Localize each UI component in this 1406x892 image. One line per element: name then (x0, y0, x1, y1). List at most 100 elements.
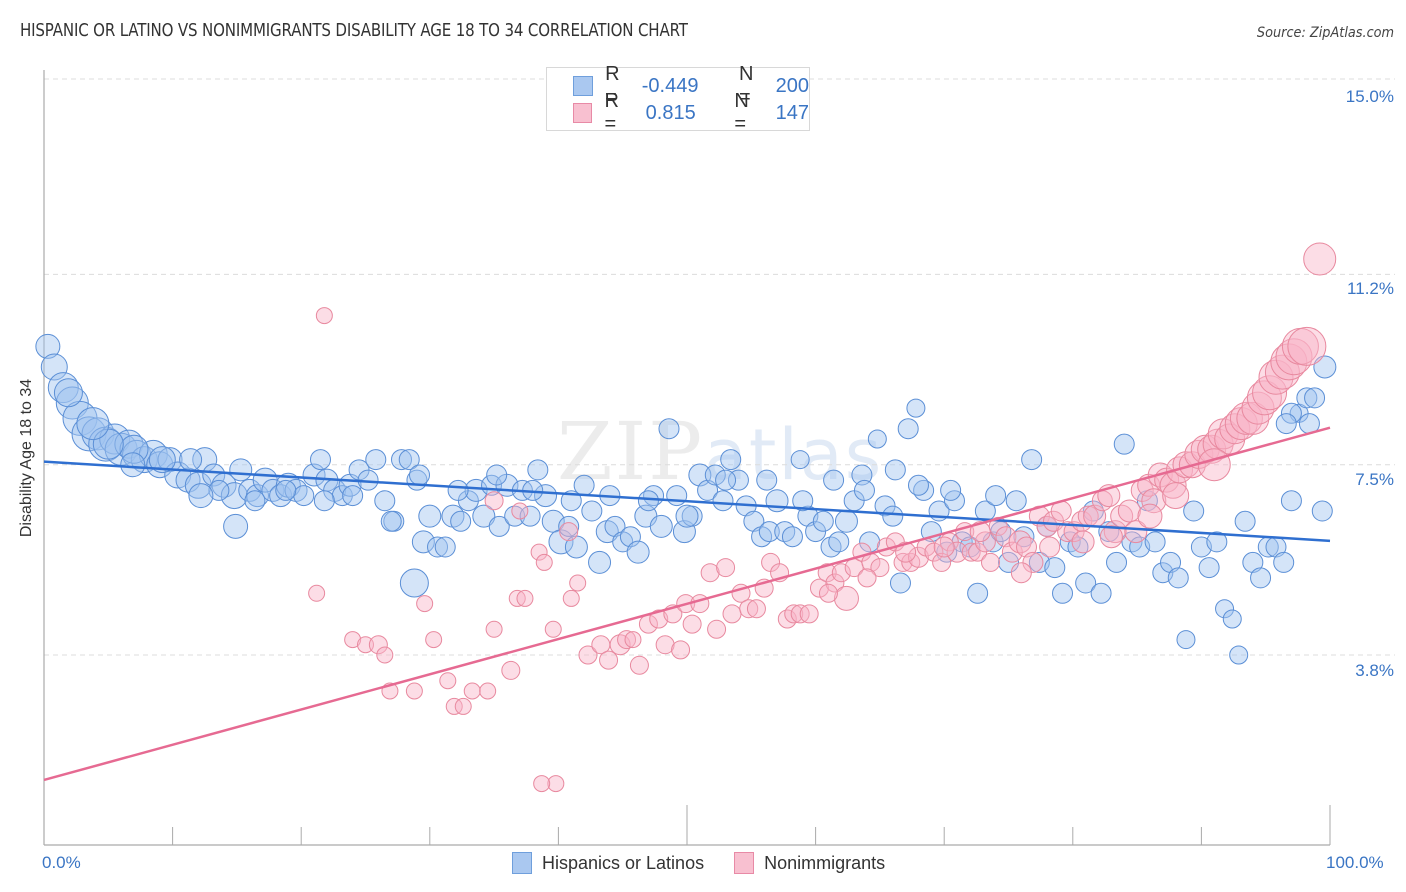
legend-swatch-pink (573, 103, 593, 123)
nonimmigrants-point (895, 541, 917, 563)
legend-label-hispanics[interactable]: Hispanics or Latinos (542, 852, 705, 873)
hispanics-point (581, 500, 603, 522)
legend-row-nonimmigrants: R = 0.815 N = 147 (573, 90, 809, 135)
hispanics-point (380, 510, 402, 532)
hispanics-point (504, 505, 526, 527)
nonimmigrants-point (825, 573, 845, 593)
hispanics-point (558, 515, 580, 537)
hispanics-point (1160, 551, 1182, 573)
hispanics-point (157, 447, 183, 473)
nonimmigrants-point (629, 655, 649, 675)
hispanics-point (188, 483, 214, 509)
nonimmigrants-point (425, 631, 443, 649)
nonimmigrants-point (707, 619, 727, 639)
hispanics-point (982, 531, 1004, 553)
hispanics-point (859, 531, 881, 553)
hispanics-point (1222, 609, 1242, 629)
nonimmigrants-point (439, 672, 457, 690)
nonimmigrants-point (562, 589, 580, 607)
hispanics-point (1090, 582, 1112, 604)
x-tick-label: 0.0% (42, 853, 81, 872)
nonimmigrants-point (857, 568, 877, 588)
nonimmigrants-point (479, 682, 497, 700)
hispanics-point (604, 515, 626, 537)
hispanics-point (874, 495, 896, 517)
nonimmigrants-point (599, 650, 619, 670)
series-legend: Hispanics or Latinos Nonimmigrants (512, 852, 885, 874)
hispanics-point (40, 353, 68, 381)
nonimmigrants-point (1219, 413, 1251, 445)
nonimmigrants-point (809, 578, 829, 598)
nonimmigrants-point (344, 631, 362, 649)
hispanics-point (120, 452, 146, 478)
hispanics-point (53, 378, 83, 408)
hispanics-point (1296, 387, 1318, 409)
nonimmigrants-point (315, 307, 333, 325)
y-tick-label: 15.0% (1345, 87, 1394, 106)
hispanics-point (1013, 526, 1035, 548)
hispanics-point (1167, 567, 1189, 589)
hispanics-point (1275, 413, 1297, 435)
hispanics-point (35, 333, 61, 359)
nonimmigrants-point (484, 491, 504, 511)
hispanics-point (1206, 531, 1228, 553)
hispanics-point (612, 531, 634, 553)
hispanics-trendline (43, 460, 1331, 543)
hispanics-point (751, 526, 773, 548)
nonimmigrants-point (995, 526, 1017, 548)
hispanics-point (208, 479, 230, 501)
nonimmigrants-point (485, 620, 503, 638)
hispanics-point (342, 485, 364, 507)
hispanics-point (1176, 630, 1196, 650)
hispanics-point (812, 510, 834, 532)
nonimmigrants-point (946, 541, 968, 563)
nonimmigrants-point (690, 594, 710, 614)
nonimmigrants-point (1141, 488, 1167, 514)
hispanics-point (792, 490, 814, 512)
legend-r-value: -0.449 (641, 74, 699, 97)
y-tick-label: 11.2% (1347, 279, 1394, 298)
hispanics-point (244, 490, 266, 512)
y-tick-label: 7.5% (1355, 470, 1394, 489)
nonimmigrants-point (1137, 503, 1163, 529)
nonimmigrants-point (933, 536, 955, 558)
nonimmigrants-point (700, 563, 720, 583)
hispanics-point (76, 407, 110, 441)
nonimmigrants-point (544, 620, 562, 638)
legend-r-label: R = (604, 90, 619, 135)
nonimmigrants-point (416, 595, 434, 613)
legend-n-value: 147 (770, 101, 809, 124)
hispanics-point (148, 446, 176, 474)
nonimmigrants-point (405, 682, 423, 700)
hispanics-point (720, 449, 742, 471)
hispanics-point (820, 536, 842, 558)
nonimmigrants-point (746, 599, 766, 619)
hispanics-point (409, 464, 431, 486)
hispanics-point (727, 469, 749, 491)
hispanics-point (756, 469, 778, 491)
hispanics-point (1198, 557, 1220, 579)
hispanics-point (374, 490, 396, 512)
hispanics-point (666, 485, 688, 507)
nonimmigrants-point (1159, 471, 1187, 499)
nonimmigrants-point (893, 552, 913, 572)
trendlines (43, 426, 1331, 782)
hispanics-point (985, 485, 1007, 507)
hispanics-point (71, 416, 107, 452)
hispanics-point (675, 504, 699, 528)
nonimmigrants-point (1124, 520, 1148, 544)
nonimmigrants-point (722, 604, 742, 624)
hispanics-point (637, 490, 659, 512)
nonimmigrants-point (1270, 343, 1308, 381)
nonimmigrants-point (445, 697, 463, 715)
hispanics-point (851, 464, 873, 486)
legend-swatch-nonimmigrants (734, 852, 755, 874)
legend-label-nonimmigrants[interactable]: Nonimmigrants (764, 852, 886, 873)
hispanics-point (704, 464, 726, 486)
nonimmigrants-point (739, 599, 759, 619)
nonimmigrants-point (511, 502, 529, 520)
hispanics-point (1215, 599, 1235, 619)
hispanics-point (697, 479, 719, 501)
hispanics-point (179, 448, 203, 472)
hispanics-point (450, 510, 472, 532)
